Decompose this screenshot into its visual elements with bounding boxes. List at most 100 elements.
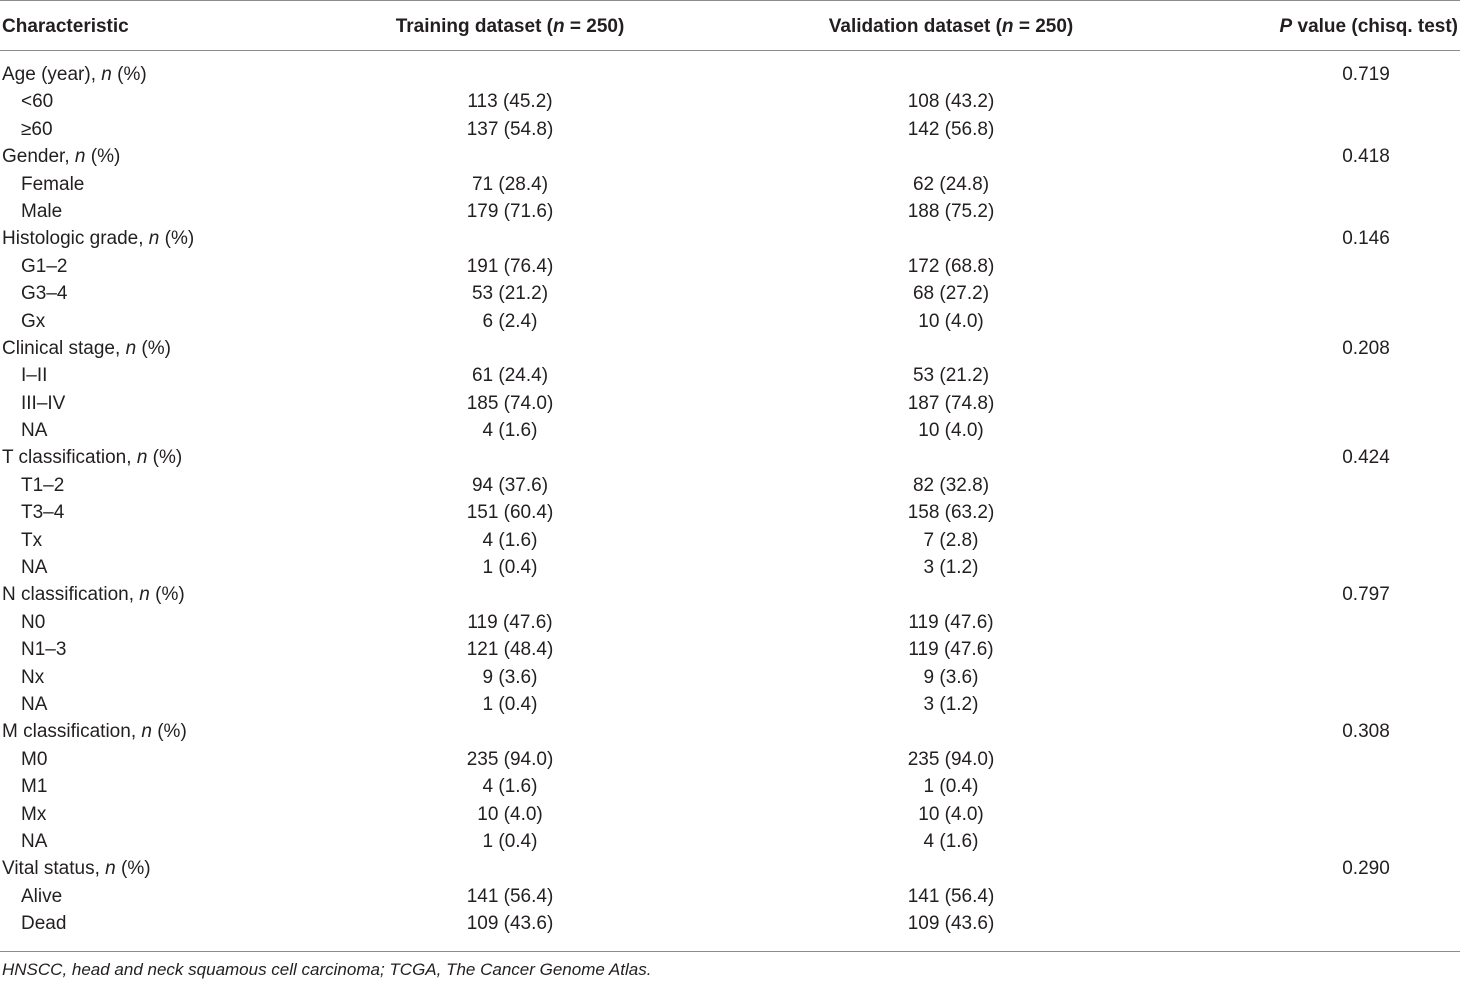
row-label: G1–2 xyxy=(21,255,68,277)
row-label: I–II xyxy=(21,365,48,387)
training-value: 6 (2.4) xyxy=(482,310,538,332)
validation-value: 68 (27.2) xyxy=(912,283,990,305)
training-value: 61 (24.4) xyxy=(471,365,549,387)
row-label: NA xyxy=(21,830,48,852)
p-value: 0.290 xyxy=(1342,858,1390,880)
training-value: 113 (45.2) xyxy=(467,91,553,113)
validation-value: 10 (4.0) xyxy=(918,420,984,442)
training-value: 1 (0.4) xyxy=(482,557,538,579)
table-group-row: Age (year), n (%) 0.719 xyxy=(0,62,1460,89)
validation-value: 108 (43.2) xyxy=(907,91,995,113)
p-value: 0.146 xyxy=(1342,228,1390,250)
table-top-rule xyxy=(0,0,1460,1)
table-footnote: HNSCC, head and neck squamous cell carci… xyxy=(2,960,652,979)
row-label: Female xyxy=(21,173,85,195)
validation-value: 10 (4.0) xyxy=(918,310,984,332)
row-label: Male xyxy=(21,200,63,222)
table-group-row: Histologic grade, n (%) 0.146 xyxy=(0,226,1460,253)
row-label: Tx xyxy=(21,529,43,551)
table-row: NA 4 (1.6) 10 (4.0) xyxy=(0,418,1460,445)
validation-value: 9 (3.6) xyxy=(923,666,979,688)
table-group-row: Vital status, n (%) 0.290 xyxy=(0,856,1460,883)
training-value: 1 (0.4) xyxy=(482,693,538,715)
header-training-dataset: Training dataset (n = 250) xyxy=(395,16,625,37)
validation-value: 158 (63.2) xyxy=(907,502,995,524)
p-value: 0.719 xyxy=(1342,64,1390,85)
training-value: 185 (74.0) xyxy=(466,392,554,414)
row-label: NA xyxy=(21,420,48,442)
validation-value: 1 (0.4) xyxy=(923,776,979,798)
table-row: Gx 6 (2.4) 10 (4.0) xyxy=(0,309,1460,336)
table-row: G1–2 191 (76.4) 172 (68.8) xyxy=(0,254,1460,281)
table-row: NA 1 (0.4) 3 (1.2) xyxy=(0,692,1460,719)
training-value: 121 (48.4) xyxy=(466,639,554,661)
training-value: 4 (1.6) xyxy=(482,776,538,798)
row-label: Gx xyxy=(21,310,46,332)
row-label: T1–2 xyxy=(21,474,65,496)
row-label: Vital status, n (%) xyxy=(2,858,151,880)
table-row: T1–2 94 (37.6) 82 (32.8) xyxy=(0,473,1460,500)
table-row: N1–3 121 (48.4) 119 (47.6) xyxy=(0,637,1460,664)
table-row: M1 4 (1.6) 1 (0.4) xyxy=(0,774,1460,801)
row-label: Histologic grade, n (%) xyxy=(2,228,195,250)
validation-value: 7 (2.8) xyxy=(923,529,979,551)
header-characteristic: Characteristic xyxy=(2,16,129,37)
row-label: ≥60 xyxy=(21,118,53,140)
row-label: M0 xyxy=(21,748,48,770)
row-label: Clinical stage, n (%) xyxy=(2,337,171,359)
row-label: <60 xyxy=(21,91,54,113)
table-row: M0 235 (94.0) 235 (94.0) xyxy=(0,747,1460,774)
training-value: 179 (71.6) xyxy=(466,200,554,222)
header-validation-dataset: Validation dataset (n = 250) xyxy=(828,16,1074,37)
row-label: Gender, n (%) xyxy=(2,146,121,168)
validation-value: 172 (68.8) xyxy=(907,255,995,277)
table-row: I–II 61 (24.4) 53 (21.2) xyxy=(0,363,1460,390)
row-label: T3–4 xyxy=(21,502,65,524)
table-header-row: Characteristic Training dataset (n = 250… xyxy=(0,0,1460,50)
validation-value: 141 (56.4) xyxy=(907,885,995,907)
table-row: Tx 4 (1.6) 7 (2.8) xyxy=(0,528,1460,555)
table-row: Nx 9 (3.6) 9 (3.6) xyxy=(0,665,1460,692)
training-value: 71 (28.4) xyxy=(471,173,549,195)
table-group-row: Gender, n (%) 0.418 xyxy=(0,144,1460,171)
training-value: 109 (43.6) xyxy=(466,913,554,935)
row-label: Mx xyxy=(21,803,47,825)
training-value: 191 (76.4) xyxy=(466,255,554,277)
training-value: 235 (94.0) xyxy=(466,748,554,770)
table-row: G3–4 53 (21.2) 68 (27.2) xyxy=(0,281,1460,308)
training-value: 9 (3.6) xyxy=(482,666,538,688)
row-label: N0 xyxy=(21,611,46,633)
training-value: 94 (37.6) xyxy=(471,474,549,496)
p-value: 0.308 xyxy=(1342,721,1390,743)
p-value: 0.208 xyxy=(1342,337,1390,359)
table-group-row: M classification, n (%) 0.308 xyxy=(0,719,1460,746)
table-row: Female 71 (28.4) 62 (24.8) xyxy=(0,172,1460,199)
validation-value: 235 (94.0) xyxy=(907,748,995,770)
row-label: Age (year), n (%) xyxy=(2,64,147,85)
validation-value: 4 (1.6) xyxy=(923,830,979,852)
training-value: 119 (47.6) xyxy=(467,611,553,633)
validation-value: 187 (74.8) xyxy=(907,392,995,414)
training-value: 53 (21.2) xyxy=(471,283,549,305)
table-row: NA 1 (0.4) 4 (1.6) xyxy=(0,829,1460,856)
validation-value: 3 (1.2) xyxy=(923,557,979,579)
p-value: 0.797 xyxy=(1342,584,1390,606)
p-value: 0.418 xyxy=(1342,146,1390,168)
training-value: 151 (60.4) xyxy=(466,502,554,524)
row-label: N1–3 xyxy=(21,639,67,661)
table-row: III–IV 185 (74.0) 187 (74.8) xyxy=(0,391,1460,418)
validation-value: 142 (56.8) xyxy=(907,118,995,140)
validation-value: 62 (24.8) xyxy=(912,173,990,195)
row-label: Nx xyxy=(21,666,45,688)
table-row: NA 1 (0.4) 3 (1.2) xyxy=(0,555,1460,582)
table-row: N0 119 (47.6) 119 (47.6) xyxy=(0,610,1460,637)
row-label: G3–4 xyxy=(21,283,68,305)
row-label: Alive xyxy=(21,885,63,907)
validation-value: 82 (32.8) xyxy=(912,474,990,496)
table-row: ≥60 137 (54.8) 142 (56.8) xyxy=(0,117,1460,144)
table-header-rule xyxy=(0,50,1460,51)
training-value: 137 (54.8) xyxy=(466,118,554,140)
row-label: M classification, n (%) xyxy=(2,721,187,743)
row-label: Dead xyxy=(21,913,67,935)
validation-value: 119 (47.6) xyxy=(908,611,994,633)
